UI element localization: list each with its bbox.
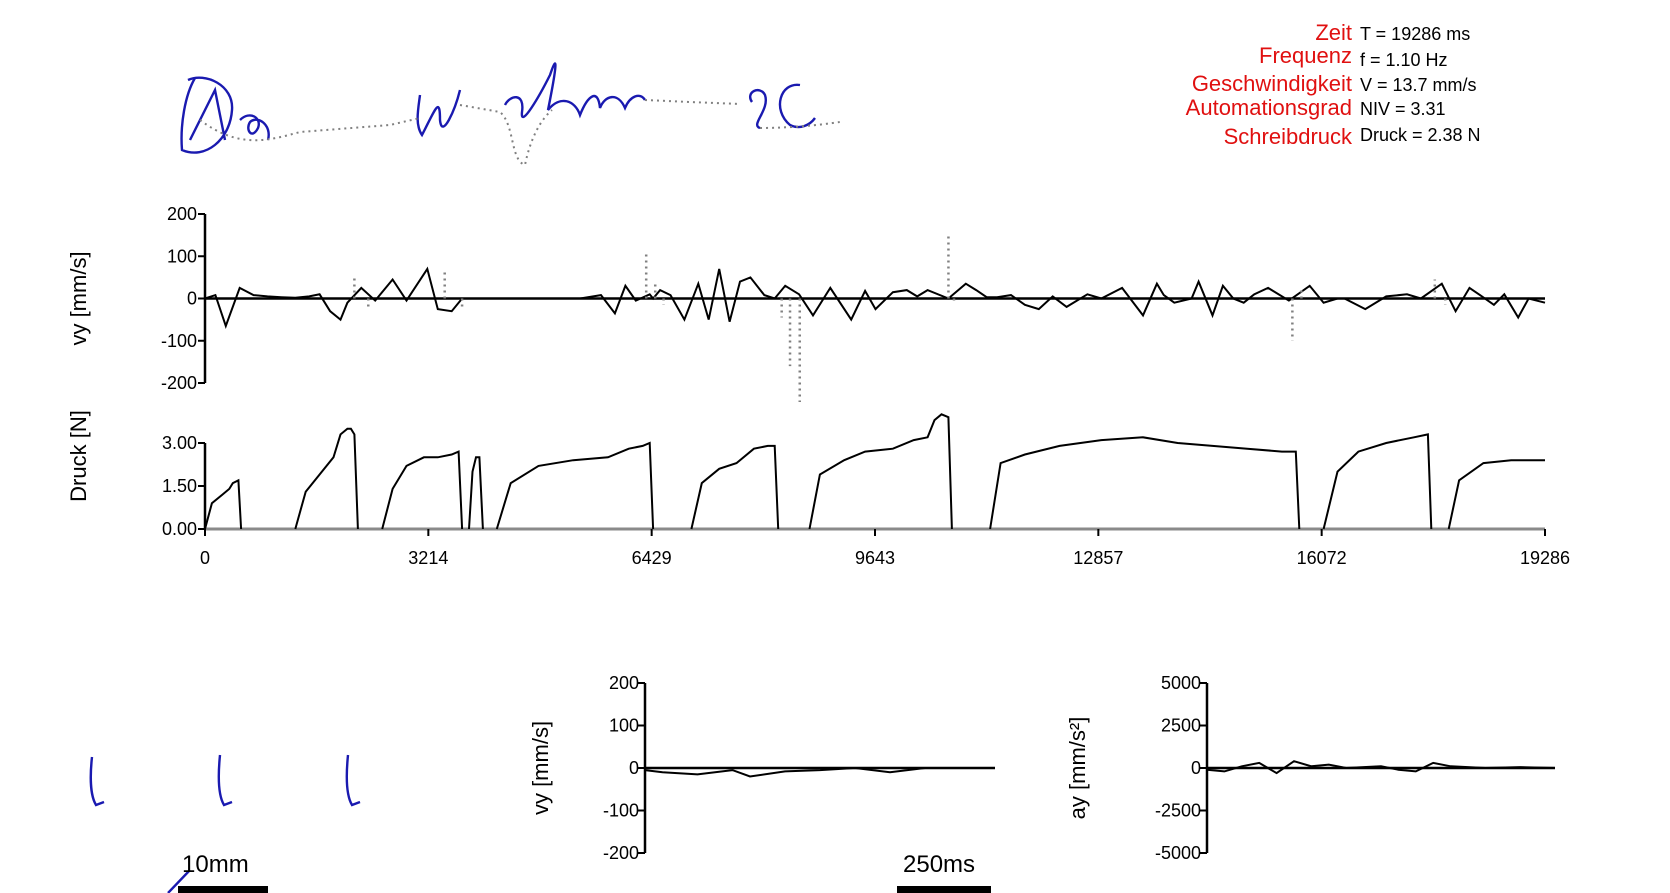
druck-stroke-line [690,444,780,530]
y-tick-label: 2500 [1161,716,1201,736]
handwriting-ink-stroke [503,62,647,119]
stat-value-frequenz: f = 1.10 Hz [1360,50,1448,70]
handwriting-ink-stroke [416,89,462,138]
druck-stroke-line [294,427,359,530]
x-tick-label: 19286 [1520,548,1570,568]
vy-series-line [204,266,1546,330]
y-tick-label: 0 [187,289,197,309]
time-scale-bar: 250ms [897,851,991,893]
stat-label-schreibdruck: Schreibdruck [1224,124,1353,149]
stat-value-schreibdruck: Druck = 2.38 N [1360,125,1481,145]
stroke-sample [217,754,233,807]
y-tick-label: -100 [603,801,639,821]
y-axis-label: vy [mm/s] [528,721,553,815]
stat-value-automationsgrad: NIV = 3.31 [1360,99,1446,119]
stat-label-frequenz: Frequenz [1259,43,1352,68]
length-scale-line [178,886,268,893]
stat-label-automationsgrad: Automationsgrad [1186,95,1352,120]
x-tick-label: 9643 [855,548,895,568]
stat-label-zeit: Zeit [1315,20,1352,45]
y-tick-label: 100 [167,246,197,266]
druck-stroke-line [989,436,1301,530]
stat-label-geschwindigkeit: Geschwindigkeit [1192,71,1352,96]
series-line [644,766,995,778]
druck-stroke-line [468,456,484,530]
handwriting-sample [180,62,841,167]
y-tick-label: -200 [603,843,639,863]
length-scale-label: 10mm [182,851,249,878]
stats-panel: Zeit Frequenz Geschwindigkeit Automation… [1186,20,1481,149]
y-axis-label: Druck [N] [66,410,91,502]
druck-stroke-line [381,450,464,530]
y-tick-label: 3.00 [162,433,197,453]
druck-stroke-line [204,478,243,530]
stroke-samples [89,754,361,893]
druck-stroke-line [808,413,953,530]
handwriting-ink-stroke [749,83,816,130]
druck-main-chart: 3.00 1.50 0.000 3214 6429 9643 12857 16072 19286… [66,410,1570,568]
y-tick-label: 1.50 [162,476,197,496]
y-tick-label: 0 [629,758,639,778]
vy-small-chart: 200 100 0 -100 -200 vy [mm/s] [528,673,995,863]
stroke-sample [89,756,105,807]
length-scale-bar: 10mm [178,851,268,893]
x-tick-label: 16072 [1297,548,1347,568]
stroke-sample [345,754,361,807]
y-axis-label: vy [mm/s] [66,251,91,345]
handwriting-ink-stroke [180,76,270,154]
y-tick-label: 100 [609,716,639,736]
time-scale-line [897,886,991,893]
stat-value-zeit: T = 19286 ms [1360,24,1470,44]
y-tick-label: 0.00 [162,519,197,539]
y-tick-label: -5000 [1155,843,1201,863]
y-tick-label: 0 [1191,758,1201,778]
y-tick-label: 5000 [1161,673,1201,693]
vy-main-chart: 200 100 0 -100 -200 vy [mm/s] [66,204,1546,403]
x-tick-label: 3214 [408,548,448,568]
y-tick-label: -100 [161,331,197,351]
druck-stroke-line [1322,433,1433,530]
time-scale-label: 250ms [903,851,975,878]
stroke-sample [167,869,191,893]
stat-value-geschwindigkeit: V = 13.7 mm/s [1360,75,1477,95]
y-tick-label: 200 [167,204,197,224]
x-tick-label: 0 [200,548,210,568]
y-tick-label: -2500 [1155,801,1201,821]
x-tick-label: 12857 [1073,548,1123,568]
x-tick-label: 6429 [632,548,672,568]
series-line [1206,760,1556,775]
y-tick-label: -200 [161,373,197,393]
y-axis-label: ay [mm/s²] [1065,717,1090,820]
druck-stroke-line [1447,459,1545,530]
y-tick-label: 200 [609,673,639,693]
druck-stroke-line [495,441,655,530]
ay-small-chart: 5000 2500 0 -2500 -5000 ay [mm/s²] [1065,673,1556,863]
handwriting-airborne-path [199,99,841,167]
